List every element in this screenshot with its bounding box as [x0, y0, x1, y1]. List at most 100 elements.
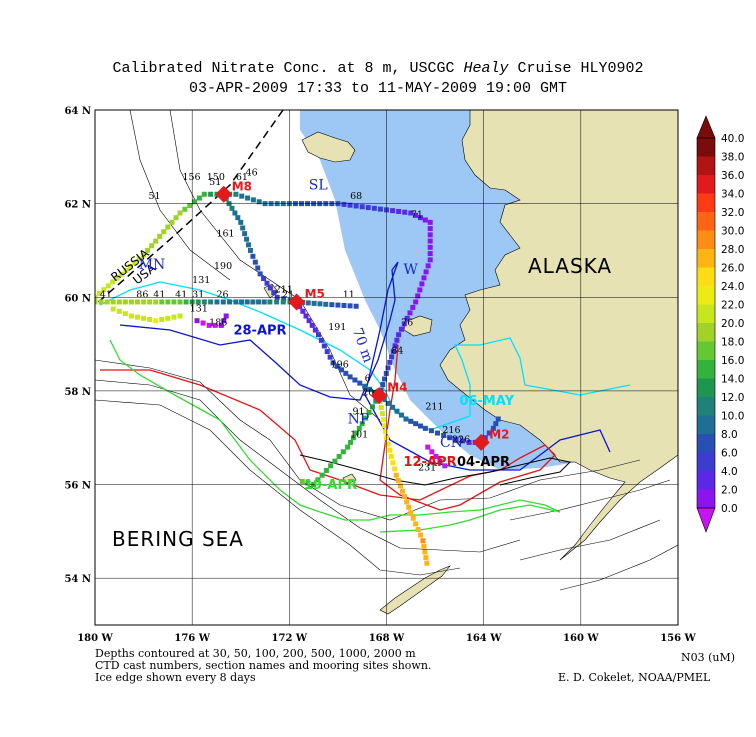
nitrate-sample: [399, 488, 405, 494]
nitrate-sample: [422, 217, 428, 223]
nitrate-sample: [366, 386, 372, 392]
nitrate-sample: [128, 313, 134, 319]
nitrate-sample: [135, 299, 141, 305]
ice-date-label: 06-MAY: [459, 394, 514, 409]
nitrate-sample: [341, 201, 347, 207]
nitrate-sample: [435, 430, 441, 436]
cast-number: 91: [352, 406, 364, 417]
nitrate-sample: [398, 412, 404, 418]
nitrate-sample: [114, 275, 120, 281]
nitrate-sample: [196, 195, 202, 201]
nitrate-sample: [145, 247, 151, 253]
nitrate-sample: [323, 468, 329, 473]
nitrate-sample: [95, 299, 98, 305]
nitrate-sample: [330, 360, 336, 366]
nitrate-sample: [398, 326, 404, 332]
nitrate-sample: [105, 283, 111, 289]
colorbar-swatch: [697, 193, 715, 212]
nitrate-sample: [336, 453, 342, 459]
nitrate-sample: [238, 219, 244, 225]
nitrate-sample: [101, 287, 107, 293]
nitrate-sample: [242, 231, 248, 237]
nitrate-sample: [380, 417, 386, 423]
nitrate-sample: [206, 322, 212, 328]
lat-tick-label: 64 N: [64, 106, 91, 117]
colorbar-tick-label: 34.0: [721, 189, 744, 201]
nitrate-sample: [232, 210, 238, 216]
nitrate-sample: [200, 320, 206, 326]
nitrate-sample: [318, 337, 324, 343]
nitrate-sample: [404, 315, 410, 321]
nitrate-sample: [280, 299, 286, 305]
nitrate-sample: [373, 398, 379, 404]
lon-tick-label: 156 W: [660, 633, 696, 644]
nitrate-sample: [315, 332, 321, 338]
cast-number: 161: [216, 228, 234, 239]
nitrate-sample: [153, 299, 159, 305]
cast-number: 71: [411, 210, 423, 221]
nitrate-sample: [413, 212, 419, 218]
nitrate-sample: [229, 205, 235, 211]
nitrate-sample: [159, 317, 165, 323]
nitrate-sample: [141, 252, 147, 258]
nitrate-sample: [348, 439, 354, 445]
cast-number: 61: [236, 172, 248, 183]
nitrate-sample: [255, 265, 261, 271]
nitrate-sample: [493, 421, 499, 427]
cast-number: 84: [391, 345, 403, 356]
cast-number: 31: [192, 289, 204, 300]
nitrate-sample: [413, 299, 419, 305]
nitrate-sample: [141, 315, 147, 321]
nitrate-sample: [235, 215, 241, 221]
mooring-sites: M8 M5 M4 M2: [215, 179, 510, 451]
map-subtitle: 03-APR-2009 17:33 to 11-MAY-2009 19:00 G…: [188, 80, 568, 97]
nitrate-sample: [153, 238, 159, 244]
nitrate-sample: [369, 404, 375, 410]
nitrate-sample: [245, 195, 251, 201]
footer-line1: Depths contoured at 30, 50, 100, 200, 50…: [95, 647, 416, 660]
nitrate-sample: [123, 267, 129, 273]
nitrate-sample: [423, 269, 429, 275]
nitrate-sample: [490, 425, 496, 431]
cast-number: 86: [136, 289, 148, 300]
cast-number: 226: [452, 434, 470, 445]
nitrate-sample: [402, 494, 408, 500]
nitrate-sample: [334, 363, 340, 369]
nitrate-sample: [324, 349, 330, 355]
nitrate-sample: [136, 256, 142, 262]
nitrate-sample: [257, 271, 263, 277]
st-lawrence-island: [301, 131, 356, 163]
nitrate-sample: [323, 301, 329, 307]
nitrate-sample: [343, 370, 349, 376]
nitrate-sample: [177, 210, 183, 216]
section-label: CN: [440, 435, 463, 451]
nitrate-sample: [161, 229, 167, 235]
nitrate-sample: [300, 308, 306, 314]
colorbar-tick-label: 24.0: [721, 281, 744, 293]
nitrate-sample: [425, 444, 431, 450]
colorbar-swatch: [697, 434, 715, 453]
nitrate-sample: [428, 428, 434, 434]
nitrate-sample: [396, 208, 402, 214]
nitrate-sample: [420, 538, 426, 544]
colorbar-swatch: [697, 249, 715, 268]
nitrate-sample: [192, 199, 198, 205]
nitrate-sample: [271, 290, 277, 296]
nitrate-sample: [427, 244, 433, 250]
nitrate-sample: [223, 313, 229, 319]
lon-tick-label: 164 W: [466, 633, 502, 644]
nitrate-sample: [402, 209, 408, 215]
nitrate-sample: [394, 337, 400, 343]
nitrate-sample: [441, 432, 447, 438]
nitrate-sample: [437, 458, 443, 464]
nitrate-sample: [116, 299, 122, 305]
ice-edges: [99, 261, 631, 533]
nitrate-sample: [395, 478, 401, 484]
ship-name: Healy: [463, 60, 509, 77]
nitrate-sample: [482, 435, 488, 441]
lon-tick-label: 160 W: [563, 633, 599, 644]
nitrate-sample: [96, 290, 102, 296]
colorbar-swatch: [697, 341, 715, 360]
cast-number: 156: [182, 172, 200, 183]
nitrate-sample: [227, 299, 233, 305]
